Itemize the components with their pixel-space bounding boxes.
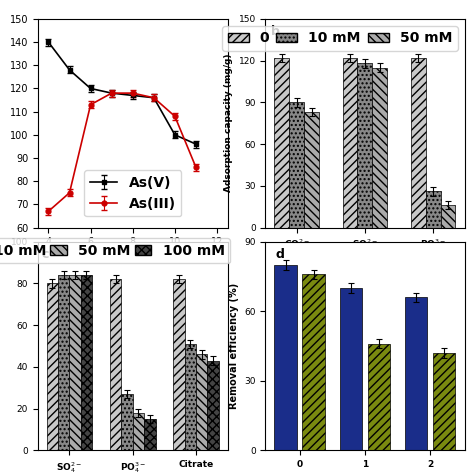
- Bar: [357, 64, 373, 228]
- Text: d: d: [275, 248, 284, 261]
- Bar: [144, 419, 155, 450]
- Bar: [173, 279, 185, 450]
- Legend: 0, 10 mM, 50 mM, 100 mM: 0, 10 mM, 50 mM, 100 mM: [0, 238, 230, 264]
- Bar: [121, 394, 133, 450]
- Bar: [46, 283, 58, 450]
- Bar: [405, 297, 428, 450]
- Bar: [302, 274, 325, 450]
- Text: b: b: [272, 25, 280, 38]
- Bar: [274, 58, 290, 228]
- Bar: [343, 58, 357, 228]
- Bar: [367, 344, 391, 450]
- Bar: [274, 265, 297, 450]
- Bar: [208, 361, 219, 450]
- Bar: [433, 353, 456, 450]
- Bar: [58, 275, 69, 450]
- Bar: [304, 112, 319, 228]
- Bar: [440, 205, 456, 228]
- Legend: As(V), As(III): As(V), As(III): [84, 170, 181, 217]
- Text: c: c: [42, 248, 49, 261]
- X-axis label: pH: pH: [124, 253, 141, 263]
- Bar: [290, 102, 304, 228]
- Bar: [373, 68, 387, 228]
- Bar: [410, 58, 426, 228]
- Bar: [426, 191, 440, 228]
- Y-axis label: Removal efficiency (%): Removal efficiency (%): [228, 283, 239, 409]
- Bar: [133, 413, 144, 450]
- Bar: [69, 275, 81, 450]
- Y-axis label: Adsorption capacity (mg/g): Adsorption capacity (mg/g): [224, 54, 233, 192]
- Bar: [196, 355, 208, 450]
- Bar: [185, 344, 196, 450]
- Bar: [339, 288, 363, 450]
- Bar: [110, 279, 121, 450]
- Bar: [81, 275, 92, 450]
- Legend: 0, 10 mM, 50 mM: 0, 10 mM, 50 mM: [222, 26, 457, 51]
